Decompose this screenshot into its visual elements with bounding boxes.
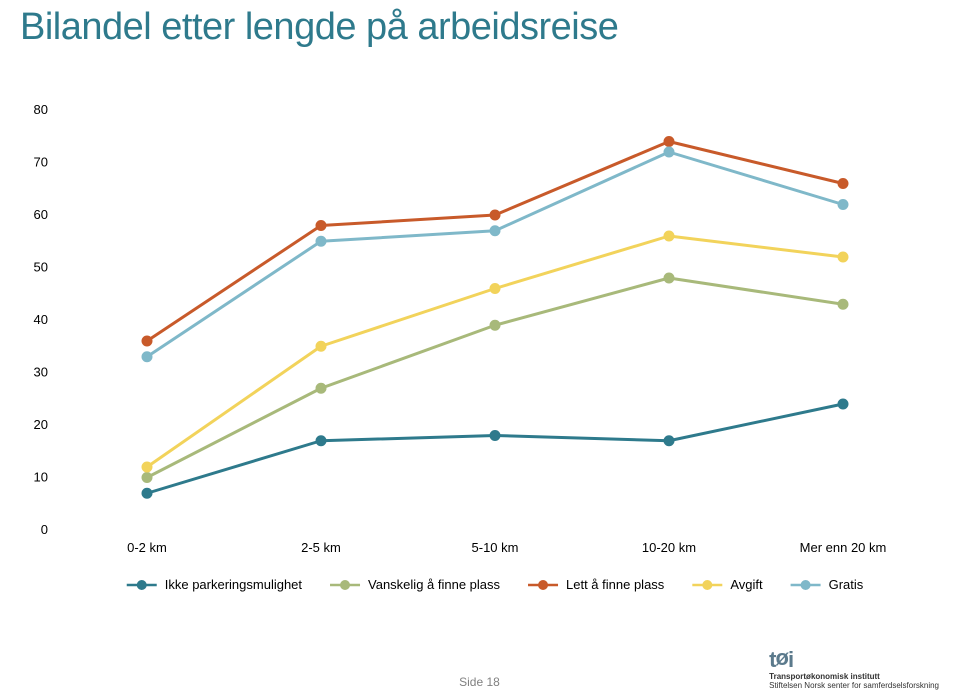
svg-text:Vanskelig å finne plass: Vanskelig å finne plass bbox=[368, 577, 501, 592]
svg-text:40: 40 bbox=[34, 312, 48, 327]
brand-block: tøi Transportøkonomisk institutt Stiftel… bbox=[769, 647, 939, 691]
svg-text:30: 30 bbox=[34, 365, 48, 380]
svg-text:0-2 km: 0-2 km bbox=[127, 540, 167, 555]
svg-text:10: 10 bbox=[34, 470, 48, 485]
svg-text:20: 20 bbox=[34, 417, 48, 432]
brand-logo: tøi bbox=[769, 645, 793, 672]
line-chart: 0 10 20 30 40 50 60 70 80 0-2 km 2-5 km 5-10 km 10-2… bbox=[20, 100, 938, 620]
svg-text:0: 0 bbox=[41, 522, 48, 537]
svg-text:80: 80 bbox=[34, 102, 48, 117]
svg-text:Mer enn 20 km: Mer enn 20 km bbox=[800, 540, 887, 555]
svg-text:10-20 km: 10-20 km bbox=[642, 540, 696, 555]
svg-text:60: 60 bbox=[34, 207, 48, 222]
svg-text:Ikke parkeringsmulighet: Ikke parkeringsmulighet bbox=[165, 577, 303, 592]
brand-line2: Stiftelsen Norsk senter for samferdselsf… bbox=[769, 682, 939, 691]
page-title: Bilandel etter lengde på arbeidsreise bbox=[20, 6, 618, 49]
svg-text:Lett å finne plass: Lett å finne plass bbox=[566, 577, 665, 592]
svg-text:Avgift: Avgift bbox=[730, 577, 763, 592]
svg-text:5-10 km: 5-10 km bbox=[472, 540, 519, 555]
svg-text:2-5 km: 2-5 km bbox=[301, 540, 341, 555]
svg-text:70: 70 bbox=[34, 155, 48, 170]
svg-text:50: 50 bbox=[34, 260, 48, 275]
svg-text:Gratis: Gratis bbox=[829, 577, 864, 592]
